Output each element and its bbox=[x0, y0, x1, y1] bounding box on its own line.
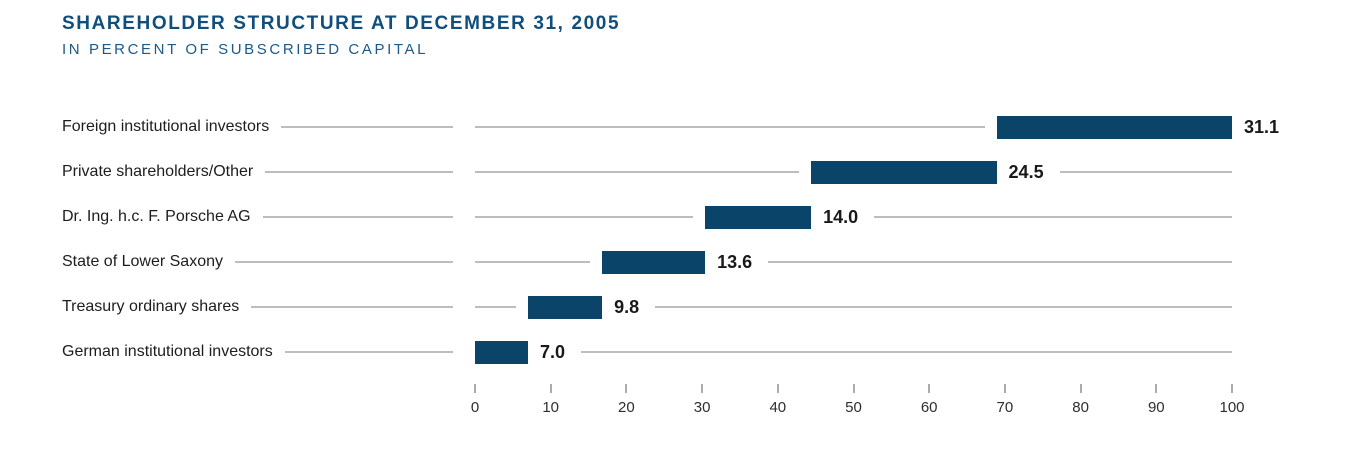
gridline-after-label bbox=[768, 261, 1232, 263]
chart-row: Dr. Ing. h.c. F. Porsche AG 14.0 bbox=[62, 195, 1232, 240]
bar bbox=[527, 295, 603, 319]
plot-row: 9.8 bbox=[475, 295, 1232, 319]
plot-row: 7.0 bbox=[475, 340, 1232, 364]
value-label: 7.0 bbox=[539, 341, 566, 362]
axis-tick bbox=[474, 384, 476, 393]
row-label: Dr. Ing. h.c. F. Porsche AG bbox=[62, 208, 251, 225]
x-axis: 0 10 20 30 40 50 60 70 80 90 100 bbox=[471, 0, 1245, 464]
axis-tick bbox=[1079, 384, 1082, 393]
chart-row: Treasury ordinary shares 9.8 bbox=[62, 285, 1232, 330]
axis-tick bbox=[928, 384, 931, 393]
plot-row: 24.5 bbox=[475, 160, 1232, 184]
axis-tick-label: 40 bbox=[769, 399, 787, 416]
axis-tick-label: 50 bbox=[845, 399, 862, 416]
value-label: 31.1 bbox=[1243, 116, 1280, 137]
axis-tick-label: 100 bbox=[1219, 399, 1245, 416]
gridline-before-bar bbox=[475, 216, 694, 218]
leader-line bbox=[265, 171, 453, 173]
row-label: State of Lower Saxony bbox=[62, 253, 223, 270]
axis-tick-label: 60 bbox=[920, 399, 938, 416]
plot-row: 31.1 bbox=[475, 115, 1279, 139]
value-label: 13.6 bbox=[717, 251, 753, 272]
bar bbox=[811, 160, 997, 184]
gridline-before-bar bbox=[475, 126, 985, 128]
gridline-after-label bbox=[581, 351, 1232, 353]
row-label: German institutional investors bbox=[62, 343, 273, 360]
plot-row: 14.0 bbox=[475, 205, 1232, 229]
value-label: 14.0 bbox=[823, 206, 859, 227]
leader-line bbox=[281, 126, 453, 128]
bar bbox=[705, 205, 812, 229]
axis-tick bbox=[852, 384, 855, 393]
chart-subtitle: IN PERCENT OF SUBSCRIBED CAPITAL bbox=[62, 41, 429, 58]
leader-line bbox=[234, 261, 453, 263]
axis-tick-label: 80 bbox=[1072, 399, 1089, 416]
axis-tick-label: 0 bbox=[470, 399, 480, 416]
bar bbox=[996, 115, 1232, 139]
gridline-after-label bbox=[655, 306, 1232, 308]
leader-line bbox=[284, 351, 453, 353]
row-label: Foreign institutional investors bbox=[62, 118, 270, 135]
gridline-before-bar bbox=[475, 306, 516, 308]
leader-line bbox=[262, 216, 453, 218]
axis-tick bbox=[776, 384, 779, 393]
axis-tick-label: 20 bbox=[618, 399, 635, 416]
axis-tick-label: 90 bbox=[1147, 399, 1165, 416]
gridline-before-bar bbox=[475, 261, 591, 263]
chart-row: German institutional investors 7.0 bbox=[62, 330, 1232, 375]
axis-tick-label: 70 bbox=[996, 399, 1014, 416]
chart-row: State of Lower Saxony 13.6 bbox=[62, 240, 1232, 285]
row-label: Private shareholders/Other bbox=[62, 163, 254, 180]
axis-tick bbox=[1231, 384, 1233, 393]
chart-row: Foreign institutional investors 31.1 bbox=[62, 105, 1279, 150]
leader-line bbox=[251, 306, 453, 308]
plot-row: 13.6 bbox=[475, 250, 1232, 274]
gridline-after-label bbox=[874, 216, 1232, 218]
bar bbox=[602, 250, 706, 274]
axis-tick bbox=[1003, 384, 1006, 393]
axis-tick bbox=[1155, 384, 1158, 393]
row-label: Treasury ordinary shares bbox=[62, 298, 240, 315]
axis-tick-label: 30 bbox=[693, 399, 711, 416]
value-label: 9.8 bbox=[614, 296, 640, 317]
axis-tick bbox=[701, 384, 704, 393]
axis-tick bbox=[625, 384, 628, 393]
bar bbox=[475, 340, 528, 364]
chart-title: SHAREHOLDER STRUCTURE AT DECEMBER 31, 20… bbox=[62, 13, 621, 34]
chart-row: Private shareholders/Other 24.5 bbox=[62, 150, 1232, 195]
axis-tick-label: 10 bbox=[542, 399, 560, 416]
value-label: 24.5 bbox=[1008, 161, 1044, 182]
axis-tick bbox=[549, 384, 552, 393]
gridline-after-label bbox=[1059, 171, 1232, 173]
gridline-before-bar bbox=[475, 171, 800, 173]
